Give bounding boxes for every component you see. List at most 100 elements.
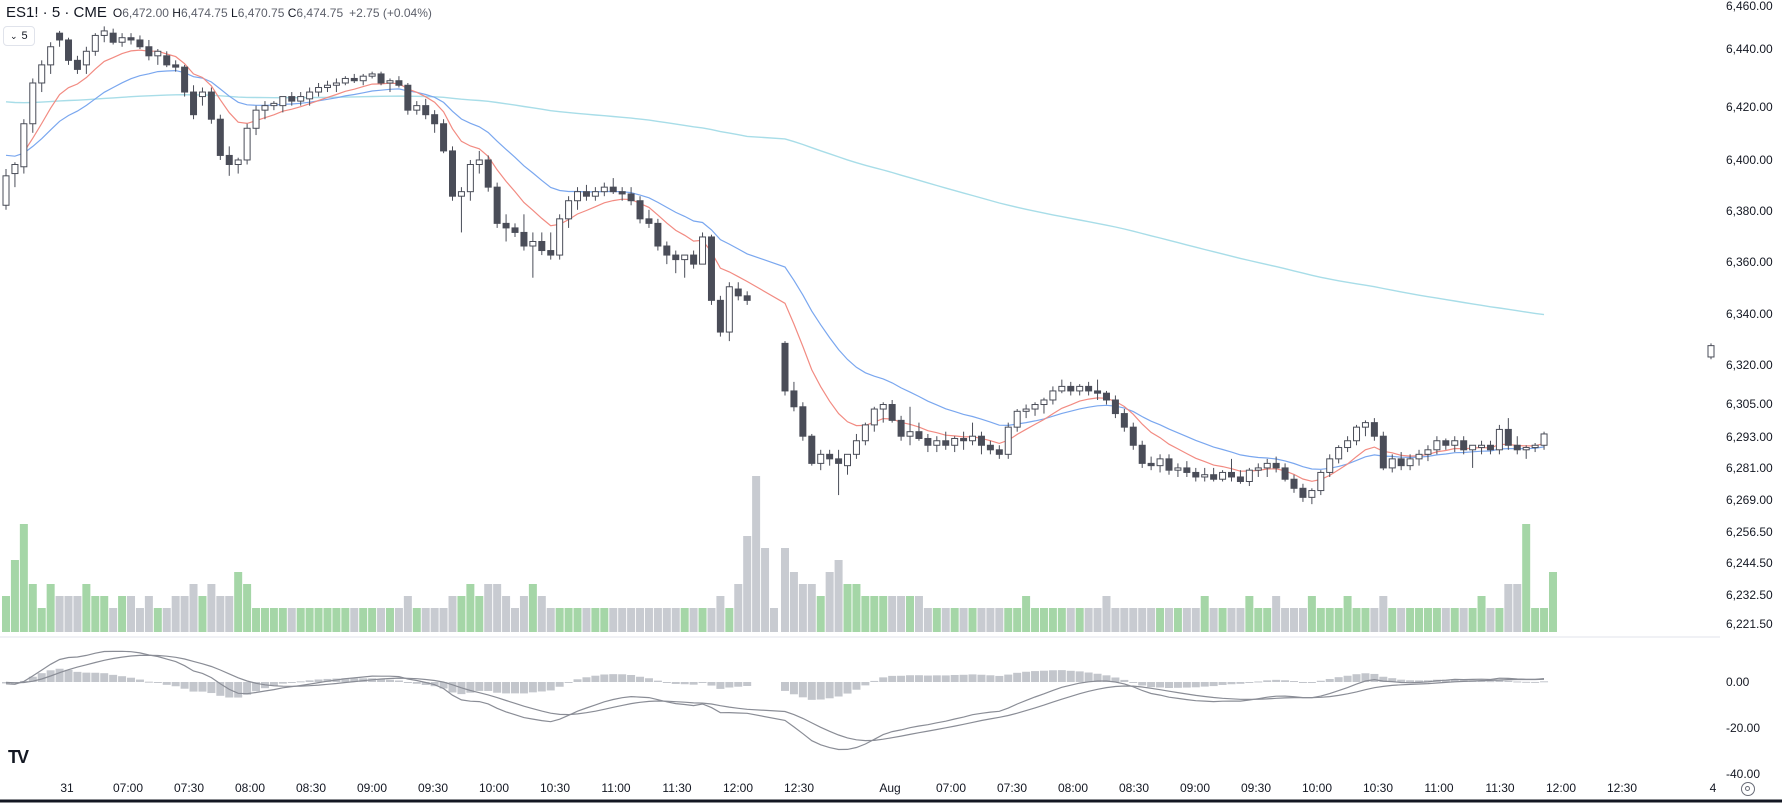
candle[interactable] — [1120, 413, 1128, 428]
candle[interactable] — [672, 254, 680, 261]
candle[interactable] — [627, 193, 635, 202]
candle[interactable] — [1335, 447, 1343, 460]
candle[interactable] — [835, 458, 843, 464]
candle[interactable] — [1504, 428, 1512, 446]
candle[interactable] — [297, 96, 305, 102]
candle[interactable] — [431, 114, 439, 125]
candle[interactable] — [609, 186, 617, 193]
candle[interactable] — [457, 191, 465, 197]
candle[interactable] — [1290, 478, 1298, 489]
candle[interactable] — [1424, 449, 1432, 455]
candle[interactable] — [413, 105, 421, 111]
candle[interactable] — [870, 408, 878, 426]
candle[interactable] — [1495, 428, 1503, 451]
candle[interactable] — [511, 227, 519, 233]
candle[interactable] — [11, 164, 19, 175]
candle[interactable] — [225, 154, 233, 165]
candle[interactable] — [1442, 440, 1450, 446]
candle[interactable] — [582, 191, 590, 197]
candle[interactable] — [1102, 392, 1110, 401]
candle[interactable] — [1397, 458, 1405, 467]
candle[interactable] — [163, 55, 171, 66]
candle[interactable] — [1370, 422, 1378, 437]
candle[interactable] — [897, 419, 905, 437]
settings-gear-icon[interactable] — [1741, 782, 1755, 796]
candle[interactable] — [270, 102, 278, 107]
candle[interactable] — [1469, 444, 1477, 451]
candle[interactable] — [243, 127, 251, 161]
candle[interactable] — [1049, 390, 1057, 401]
candle[interactable] — [1183, 467, 1191, 473]
candle[interactable] — [359, 75, 367, 82]
candle[interactable] — [986, 444, 994, 451]
candle[interactable] — [1486, 444, 1494, 451]
candle[interactable] — [190, 91, 198, 116]
candle[interactable] — [1004, 426, 1012, 455]
candle[interactable] — [261, 105, 269, 111]
candle[interactable] — [73, 59, 81, 70]
candle[interactable] — [1460, 440, 1468, 451]
candle[interactable] — [734, 288, 742, 297]
candle[interactable] — [47, 46, 55, 66]
candle[interactable] — [1067, 385, 1075, 392]
candle[interactable] — [323, 84, 331, 89]
candle[interactable] — [29, 82, 37, 125]
candle[interactable] — [1707, 345, 1715, 358]
symbol-title[interactable]: ES1! · 5 · CME — [6, 4, 107, 21]
candle[interactable] — [716, 299, 724, 333]
candle[interactable] — [91, 34, 99, 52]
candle[interactable] — [1156, 458, 1164, 467]
candle[interactable] — [618, 191, 626, 195]
candle[interactable] — [449, 150, 456, 197]
candle[interactable] — [1219, 471, 1227, 480]
candle[interactable] — [725, 286, 733, 333]
candle[interactable] — [1254, 467, 1262, 471]
candle[interactable] — [100, 30, 108, 36]
candle[interactable] — [1058, 385, 1066, 392]
candle[interactable] — [1406, 458, 1414, 467]
candle[interactable] — [799, 406, 807, 437]
candle[interactable] — [145, 46, 153, 57]
candle[interactable] — [538, 240, 546, 252]
candle[interactable] — [1433, 440, 1441, 451]
candle[interactable] — [2, 175, 10, 206]
candle[interactable] — [475, 159, 483, 166]
candle[interactable] — [1451, 440, 1459, 446]
candle[interactable] — [1022, 408, 1030, 412]
candle[interactable] — [1129, 426, 1137, 446]
candle[interactable] — [924, 437, 932, 446]
candle[interactable] — [817, 453, 825, 464]
candle[interactable] — [341, 77, 349, 84]
candle[interactable] — [1165, 458, 1173, 471]
candle[interactable] — [109, 32, 117, 43]
candle[interactable] — [1344, 440, 1352, 449]
candle[interactable] — [404, 84, 412, 111]
candle[interactable] — [1201, 474, 1209, 478]
candle[interactable] — [826, 453, 834, 460]
candle[interactable] — [502, 222, 510, 229]
candle[interactable] — [1379, 435, 1387, 469]
candle[interactable] — [906, 431, 914, 437]
candle[interactable] — [1317, 471, 1325, 492]
candle[interactable] — [933, 440, 941, 446]
candle[interactable] — [699, 236, 707, 265]
candle[interactable] — [852, 440, 860, 455]
candle[interactable] — [1272, 462, 1280, 469]
candle[interactable] — [743, 295, 751, 301]
candle[interactable] — [207, 91, 215, 120]
candle[interactable] — [1388, 458, 1396, 469]
candle[interactable] — [252, 109, 260, 129]
candle[interactable] — [520, 231, 528, 247]
candle[interactable] — [1210, 474, 1218, 480]
candle[interactable] — [377, 73, 385, 84]
candle[interactable] — [1245, 469, 1253, 482]
candle[interactable] — [118, 37, 126, 43]
candle[interactable] — [808, 435, 816, 464]
candle[interactable] — [1236, 476, 1244, 483]
candle[interactable] — [136, 39, 144, 48]
candle[interactable] — [781, 342, 789, 392]
candle[interactable] — [279, 96, 287, 107]
candle[interactable] — [1085, 385, 1093, 392]
candle[interactable] — [332, 82, 340, 86]
